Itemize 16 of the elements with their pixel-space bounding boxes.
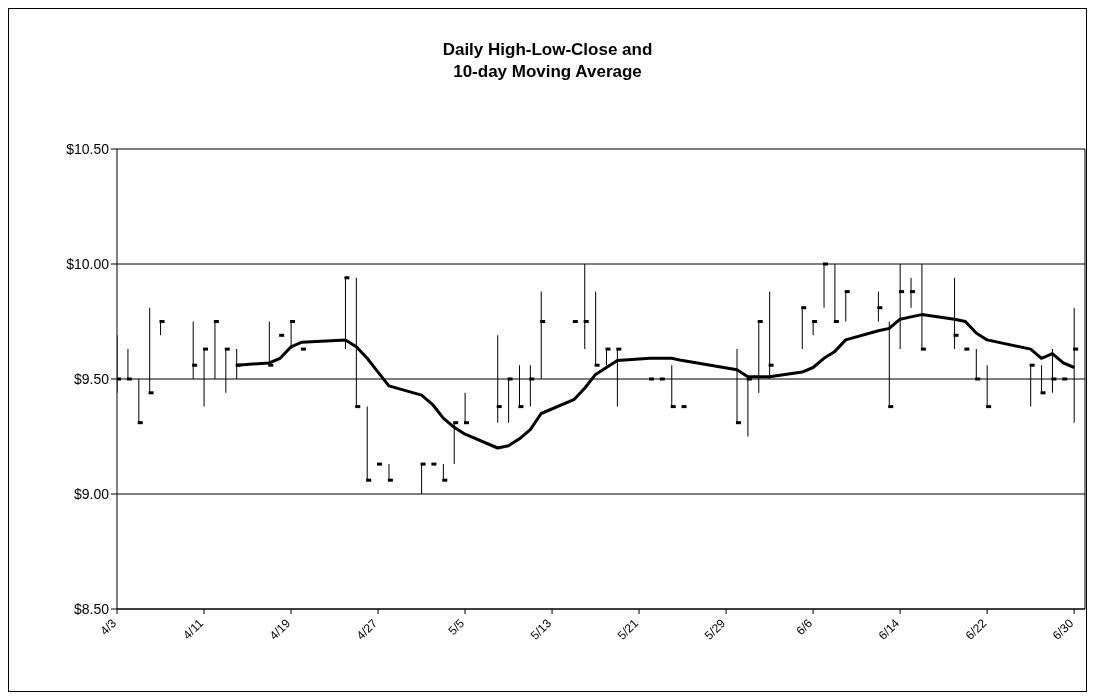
x-tick-label: 6/22 [962,615,990,643]
x-tick-label: 6/6 [793,616,816,638]
x-tick-label: 4/19 [266,615,294,643]
x-tick-label: 4/3 [97,616,120,638]
x-tick-label: 6/14 [875,615,903,643]
y-tick-label: $9.50 [73,370,110,387]
chart-title: Daily High-Low-Close and 10-day Moving Average [441,39,654,83]
y-tick-label: $8.50 [73,600,110,617]
x-tick-label: 4/11 [180,615,207,643]
x-tick-label: 4/27 [353,615,381,643]
y-tick-label: $10.00 [66,255,110,272]
y-tick-label: $10.50 [66,140,110,157]
x-tick-label: 5/5 [445,616,468,638]
x-tick-label: 5/21 [614,615,642,643]
y-tick-label: $9.00 [73,485,110,502]
x-tick-label: 6/30 [1049,615,1077,643]
